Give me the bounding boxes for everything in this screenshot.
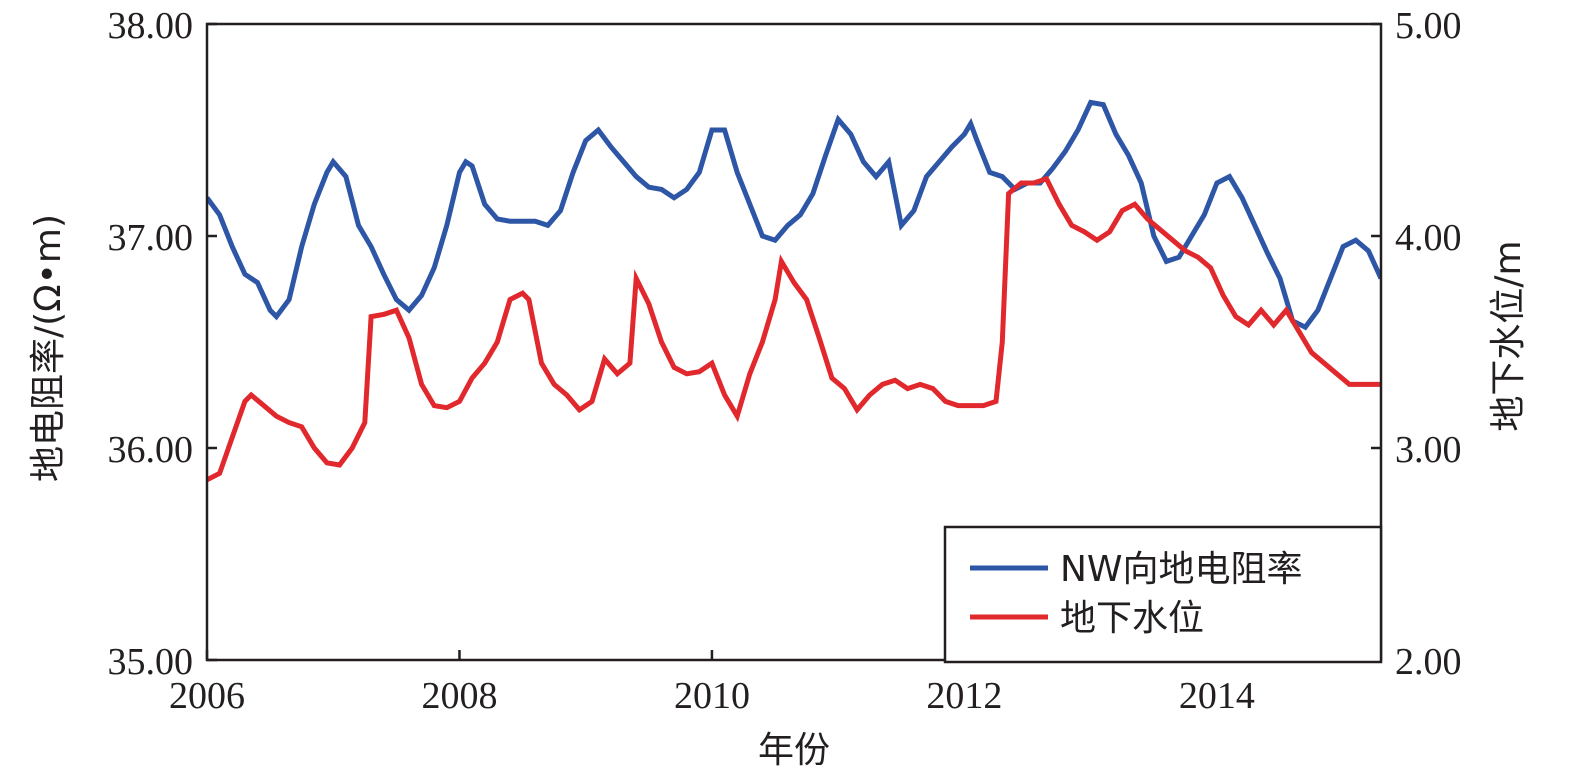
x-tick-label: 2006 <box>169 675 245 717</box>
y-right-tick-label: 4.00 <box>1395 217 1462 259</box>
y-left-tick-label: 37.00 <box>108 217 194 259</box>
x-tick-label: 2014 <box>1179 675 1255 717</box>
x-axis-title: 年份 <box>758 730 830 771</box>
y-left-tick-label: 36.00 <box>108 429 194 471</box>
y-axis-left-title: 地电阻率/(Ω•m) <box>28 214 69 482</box>
y-left-tick-label: 38.00 <box>108 5 194 47</box>
series-layer <box>207 99 1381 483</box>
series-line-resistivity <box>207 99 1381 331</box>
legend-label-groundwater: 地下水位 <box>1060 598 1204 639</box>
y-right-tick-label: 5.00 <box>1395 5 1462 47</box>
ticks-layer: 2006 2008 2010 2012 2014 35.00 36.00 37.00 38.00… <box>108 5 1462 717</box>
y-axis-right-title: 地下水位/m <box>1488 240 1529 431</box>
legend-label-resistivity: NW向地电阻率 <box>1060 549 1303 590</box>
y-right-tick-label: 2.00 <box>1395 641 1462 683</box>
legend-box <box>943 525 1383 664</box>
y-right-tick-label: 3.00 <box>1395 429 1462 471</box>
x-tick-label: 2008 <box>421 675 497 717</box>
x-tick-label: 2010 <box>674 675 750 717</box>
y-left-tick-label: 35.00 <box>108 641 194 683</box>
legend: NW向地电阻率 地下水位 <box>943 525 1383 664</box>
x-tick-label: 2012 <box>926 675 1002 717</box>
plot-area-frame <box>205 22 1383 662</box>
series-line-groundwater <box>207 175 1381 483</box>
